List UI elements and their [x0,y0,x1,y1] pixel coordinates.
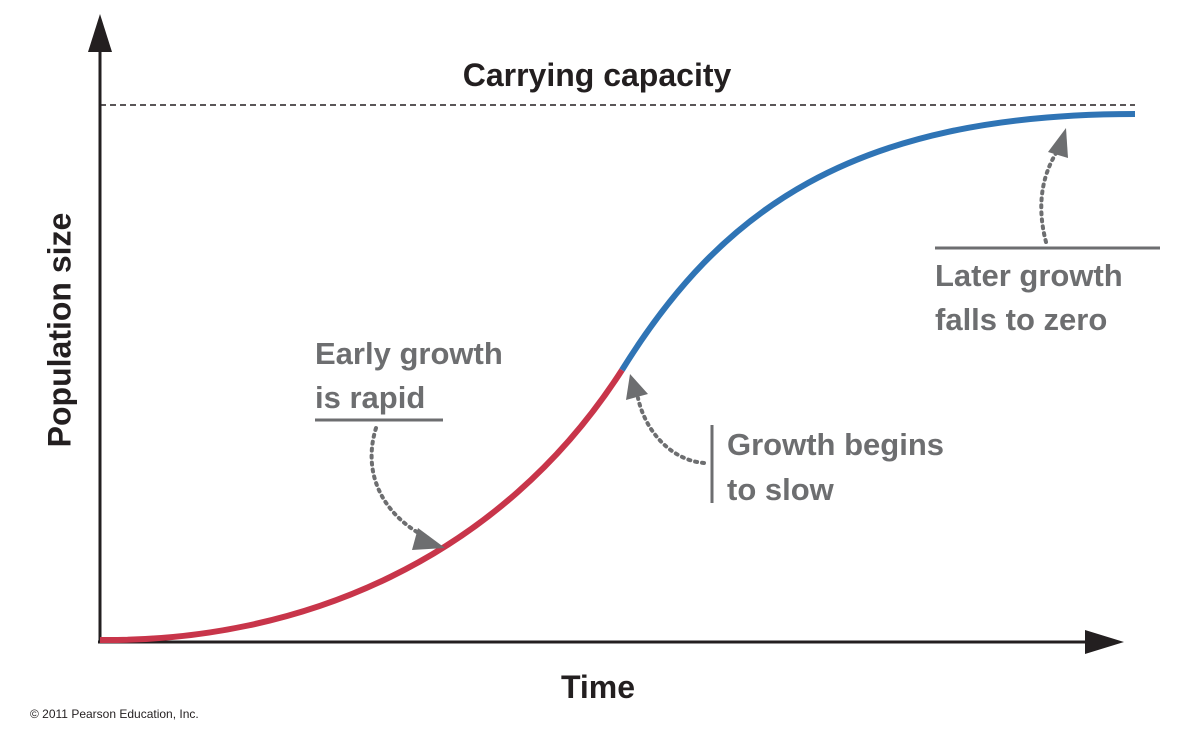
curve-early [99,368,625,644]
annotation-arrow [369,426,430,540]
annotation-text: falls to zero [935,302,1107,337]
annotation-text: is rapid [315,380,425,415]
annotation-text: Later growth [935,258,1123,293]
curve-late [619,111,1136,372]
annotation-arrow [1039,148,1060,244]
annotation-text: to slow [727,472,835,507]
annotation-text: Growth begins [727,427,944,462]
arrow-head [412,528,445,550]
annotation-text: Early growth [315,336,503,371]
capacity-label: Carrying capacity [463,57,732,93]
copyright: © 2011 Pearson Education, Inc. [30,707,199,721]
x-arrow [1085,630,1124,654]
y-label: Population size [41,213,77,448]
arrow-head [1048,128,1068,158]
arrow-head [626,374,648,400]
x-label: Time [561,669,635,705]
annotation-arrow [636,396,706,465]
y-arrow [88,14,112,52]
